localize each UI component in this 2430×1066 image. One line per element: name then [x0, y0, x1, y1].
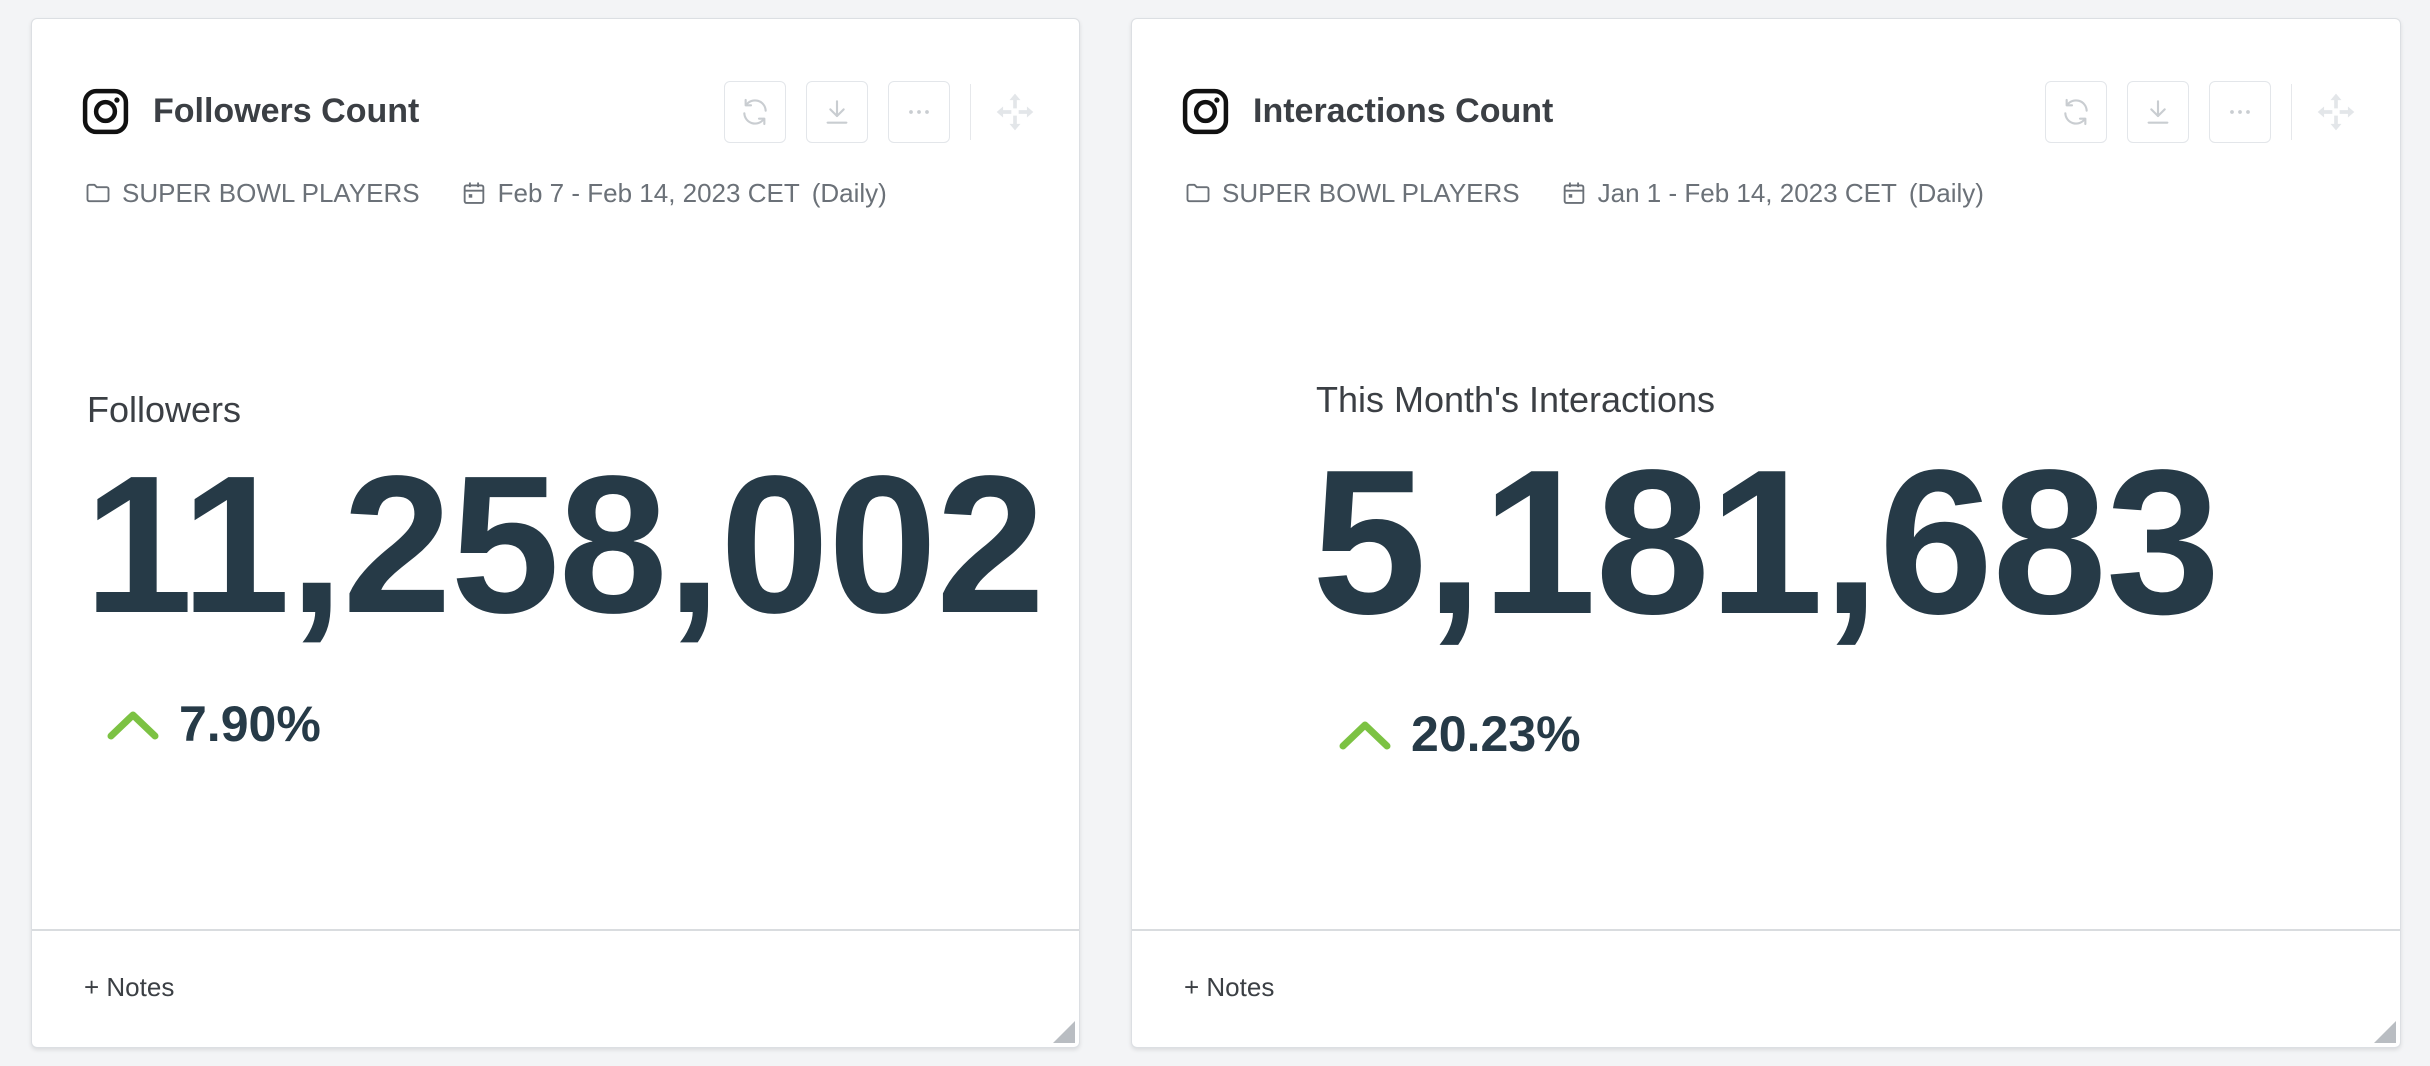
change-percent: 7.90% [179, 696, 321, 752]
refresh-button[interactable] [2044, 81, 2107, 143]
calendar-icon [1563, 182, 1584, 204]
download-icon [826, 100, 847, 124]
date-range-info: Feb 7 - Feb 14, 2023 CET (Daily) [460, 178, 887, 209]
widget-meta: SUPER BOWL PLAYERS Feb 7 - Feb 14, 2023 … [84, 175, 887, 211]
widget-title: Followers Count [153, 92, 420, 130]
metric-label: This Month's Interactions [1316, 379, 1716, 420]
download-button[interactable] [805, 81, 868, 143]
granularity: (Daily) [811, 177, 887, 208]
chevron-up-icon [107, 711, 159, 740]
widget-header: Followers Count [81, 63, 1043, 161]
notes-divider [32, 929, 1079, 931]
move-icon [996, 93, 1034, 131]
folder-icon [86, 183, 110, 203]
change-percent: 20.23% [1411, 706, 1581, 762]
widget-toolbar [704, 81, 1044, 143]
folder-icon [1186, 183, 1210, 203]
more-icon [908, 110, 929, 114]
instagram-icon [82, 88, 129, 135]
date-range: Feb 7 - Feb 14, 2023 CET [497, 177, 800, 208]
refresh-icon [742, 98, 767, 126]
notes-divider [1132, 929, 2400, 931]
folder-name: SUPER BOWL PLAYERS [1222, 177, 1520, 208]
interactions-count-widget: Interactions Count [1131, 18, 2401, 1048]
more-options-button[interactable] [2208, 81, 2271, 143]
metric-label: Followers [87, 389, 242, 430]
add-notes-button[interactable]: + Notes [1184, 972, 1275, 1002]
drag-handle[interactable] [991, 88, 1039, 136]
more-options-button[interactable] [887, 81, 950, 143]
chevron-up-icon [1339, 721, 1391, 750]
widget-header: Interactions Count [1181, 63, 2364, 161]
folder-name: SUPER BOWL PLAYERS [122, 177, 420, 208]
drag-handle[interactable] [2312, 88, 2360, 136]
download-icon [2147, 100, 2168, 124]
toolbar-divider [2290, 84, 2292, 140]
folder-info: SUPER BOWL PLAYERS [1184, 178, 1520, 209]
download-button[interactable] [2126, 81, 2189, 143]
instagram-icon [1182, 88, 1229, 135]
widget-toolbar [2025, 81, 2365, 143]
calendar-icon [463, 182, 484, 204]
metric-value: 11,258,002 [84, 435, 1045, 654]
folder-info: SUPER BOWL PLAYERS [84, 178, 420, 209]
metric-value: 5,181,683 [1312, 427, 2220, 657]
metric-change: 7.90% [107, 695, 321, 753]
more-icon [2229, 110, 2250, 114]
resize-handle-icon[interactable] [2374, 1021, 2396, 1043]
move-icon [2317, 93, 2355, 131]
refresh-icon [2063, 98, 2088, 126]
metric-change: 20.23% [1339, 705, 1581, 763]
add-notes-button[interactable]: + Notes [84, 972, 175, 1002]
followers-count-widget: Followers Count [31, 18, 1080, 1048]
toolbar-divider [969, 84, 971, 140]
granularity: (Daily) [1908, 177, 1984, 208]
resize-handle-icon[interactable] [1053, 1021, 1075, 1043]
widget-title: Interactions Count [1253, 92, 1554, 130]
date-range-info: Jan 1 - Feb 14, 2023 CET (Daily) [1560, 178, 1984, 209]
widget-meta: SUPER BOWL PLAYERS Jan 1 - Feb 14, 2023 … [1184, 175, 1984, 211]
refresh-button[interactable] [723, 81, 786, 143]
date-range: Jan 1 - Feb 14, 2023 CET [1597, 177, 1897, 208]
